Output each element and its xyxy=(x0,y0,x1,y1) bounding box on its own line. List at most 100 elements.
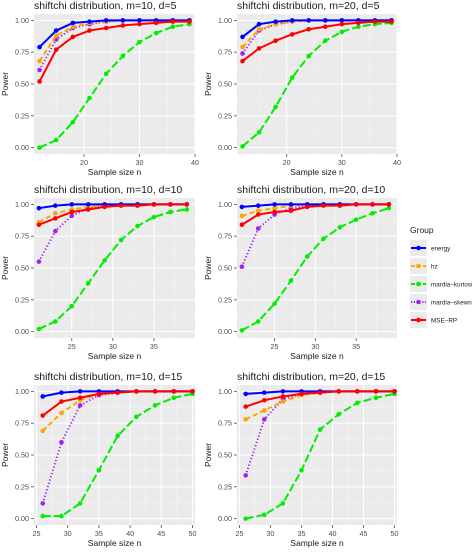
data-point xyxy=(372,19,378,24)
series-line xyxy=(241,203,389,226)
x-tick-label: 25 xyxy=(235,529,243,538)
y-tick-label: 0.25 xyxy=(218,111,232,120)
data-point xyxy=(53,137,59,143)
data-point xyxy=(240,34,245,40)
legend-marker xyxy=(416,317,421,323)
x-tick-label: 40 xyxy=(329,529,337,538)
panel-title: shiftchi distribution, m=10, d=15 xyxy=(34,371,182,383)
data-point xyxy=(40,428,46,434)
data-point xyxy=(322,18,328,23)
data-point xyxy=(272,202,277,207)
data-point xyxy=(353,202,359,207)
data-point xyxy=(120,23,126,28)
data-point xyxy=(171,395,177,401)
data-point xyxy=(239,213,245,219)
data-point xyxy=(322,38,328,44)
y-tick-label: 0.50 xyxy=(15,80,29,89)
data-point xyxy=(77,501,83,506)
data-point xyxy=(168,202,173,207)
series-MSE-RP xyxy=(36,202,190,228)
data-point xyxy=(337,203,343,208)
x-tick-label: 50 xyxy=(189,529,197,538)
y-tick-label: 0.00 xyxy=(15,143,29,152)
data-point xyxy=(87,19,92,24)
data-point xyxy=(36,205,42,211)
panel-title: shiftchi distribution, m=10, d=5 xyxy=(34,0,177,12)
data-point xyxy=(280,399,286,404)
data-point xyxy=(69,213,75,219)
data-point xyxy=(239,328,245,333)
data-point xyxy=(355,389,360,394)
data-point xyxy=(59,439,64,445)
chart-panel-3: shiftchi distribution, m=10, d=10 0.00 0.2… xyxy=(0,184,195,361)
y-tick-label: 0.25 xyxy=(15,111,29,120)
data-point xyxy=(187,19,192,24)
data-point xyxy=(37,67,42,73)
series-MSE-RP xyxy=(240,19,394,64)
series-line xyxy=(241,21,392,148)
data-point xyxy=(170,24,176,30)
data-point xyxy=(115,390,120,395)
x-tick-label: 30 xyxy=(266,529,274,538)
y-tick-label: 0.25 xyxy=(15,482,29,491)
y-axis-label: Power xyxy=(0,256,10,280)
series-mardia-kurtosis xyxy=(240,20,394,149)
data-point xyxy=(53,210,58,216)
data-point xyxy=(153,20,159,26)
data-point xyxy=(137,21,142,27)
series-line xyxy=(38,208,187,330)
x-tick-label: 40 xyxy=(393,158,401,167)
data-point xyxy=(153,30,159,36)
data-point xyxy=(336,411,342,417)
data-point xyxy=(304,254,310,259)
data-point xyxy=(70,20,76,26)
chart-panel-6: shiftchi distribution, m=20, d=15 0.00 0.2… xyxy=(203,371,399,548)
y-tick-label: 1.00 xyxy=(218,387,232,396)
chart-panel-1: shiftchi distribution, m=10, d=5 0.00 0.25… xyxy=(0,0,199,177)
legend-marker xyxy=(416,299,421,305)
data-point xyxy=(53,228,58,234)
data-point xyxy=(273,38,278,44)
legend-marker xyxy=(416,245,421,251)
data-point xyxy=(77,403,83,408)
data-point xyxy=(240,58,245,64)
data-point xyxy=(356,24,361,30)
data-point xyxy=(370,210,375,216)
data-point xyxy=(87,95,92,101)
y-tick-label: 0.50 xyxy=(218,451,232,460)
x-axis-label: Sample size n xyxy=(88,538,142,548)
data-point xyxy=(53,319,58,324)
data-point xyxy=(261,390,267,395)
legend-marker xyxy=(416,281,421,287)
data-point xyxy=(304,204,310,210)
x-axis-label: Sample size n xyxy=(290,167,344,177)
data-point xyxy=(134,389,139,394)
series-mardia-kurtosis xyxy=(36,207,190,332)
y-tick-label: 0.00 xyxy=(218,143,232,152)
legend-label: energy xyxy=(431,245,451,252)
data-point xyxy=(386,205,392,211)
series-mardia-kurtosis xyxy=(243,391,397,521)
data-point xyxy=(289,75,295,80)
data-point xyxy=(256,46,262,51)
data-point xyxy=(53,47,59,52)
x-tick-label: 25 xyxy=(68,342,76,351)
data-point xyxy=(240,144,245,149)
data-point xyxy=(239,204,245,210)
data-point xyxy=(306,18,312,23)
x-tick-label: 45 xyxy=(360,529,368,538)
data-point xyxy=(40,394,46,399)
data-point xyxy=(255,208,261,214)
data-point xyxy=(243,473,248,478)
data-point xyxy=(103,71,109,77)
data-point xyxy=(36,259,42,264)
data-point xyxy=(70,119,76,125)
data-point xyxy=(59,513,64,519)
y-axis-label: Power xyxy=(203,72,213,96)
data-point xyxy=(280,501,286,506)
data-point xyxy=(37,58,42,64)
y-axis-label: Power xyxy=(203,443,213,467)
data-point xyxy=(339,18,345,23)
data-point xyxy=(243,516,248,521)
data-point xyxy=(288,278,294,284)
